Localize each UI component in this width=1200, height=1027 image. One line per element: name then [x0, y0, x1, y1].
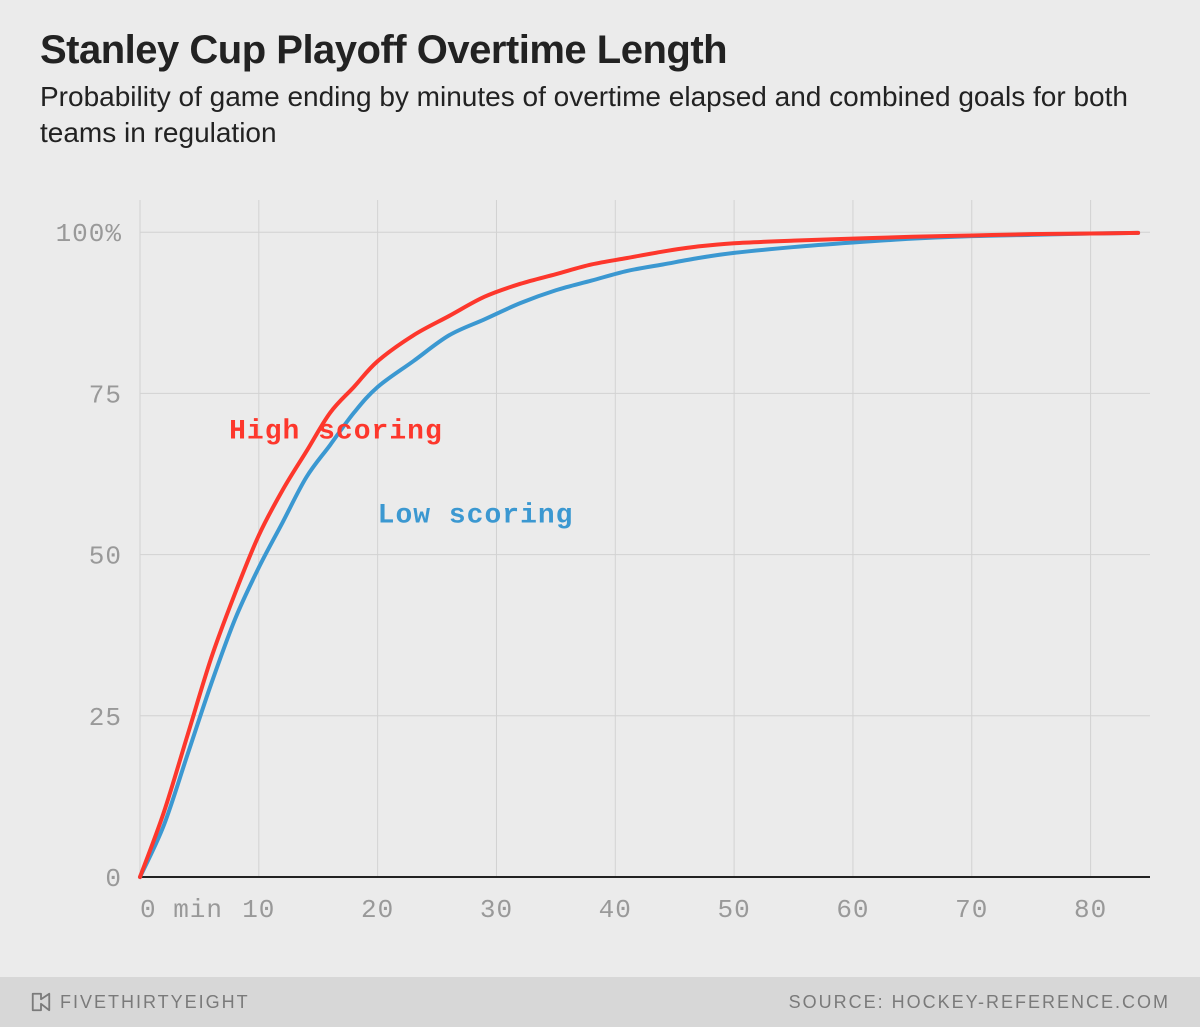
chart-plot-area: 0 25 50 75 100% 0 min 10 20 30 40 50 60 70 80 High sco… — [40, 180, 1160, 937]
x-tick-label: 60 — [836, 895, 869, 925]
x-tick-label: 20 — [361, 895, 394, 925]
footer-brand: FIVETHIRTYEIGHT — [30, 991, 250, 1013]
x-tick-label: 70 — [955, 895, 988, 925]
chart-title: Stanley Cup Playoff Overtime Length — [40, 28, 1160, 73]
chart-svg: 0 25 50 75 100% 0 min 10 20 30 40 50 60 70 80 High sco… — [40, 180, 1160, 937]
y-tick-label: 75 — [89, 380, 122, 410]
x-tick-label: 40 — [599, 895, 632, 925]
y-tick-label: 25 — [89, 703, 122, 733]
chart-footer: FIVETHIRTYEIGHT SOURCE: HOCKEY-REFERENCE… — [0, 977, 1200, 1027]
y-tick-label: 100% — [56, 219, 122, 249]
footer-source-prefix: SOURCE: — [789, 992, 892, 1012]
chart-header: Stanley Cup Playoff Overtime Length Prob… — [0, 0, 1200, 162]
chart-container: Stanley Cup Playoff Overtime Length Prob… — [0, 0, 1200, 1027]
series-label: High scoring — [229, 417, 443, 448]
x-tick-label: 50 — [718, 895, 751, 925]
fivethirtyeight-logo-icon — [30, 991, 52, 1013]
x-tick-label: 10 — [242, 895, 275, 925]
chart-subtitle: Probability of game ending by minutes of… — [40, 79, 1160, 152]
y-tick-label: 0 — [105, 864, 122, 894]
x-tick-label: 0 min — [140, 895, 223, 925]
y-tick-label: 50 — [89, 542, 122, 572]
x-tick-label: 30 — [480, 895, 513, 925]
x-tick-label: 80 — [1074, 895, 1107, 925]
footer-source-text: HOCKEY-REFERENCE.COM — [892, 992, 1170, 1012]
series-label: Low scoring — [378, 500, 574, 531]
footer-source: SOURCE: HOCKEY-REFERENCE.COM — [789, 992, 1170, 1013]
footer-brand-text: FIVETHIRTYEIGHT — [60, 992, 250, 1013]
